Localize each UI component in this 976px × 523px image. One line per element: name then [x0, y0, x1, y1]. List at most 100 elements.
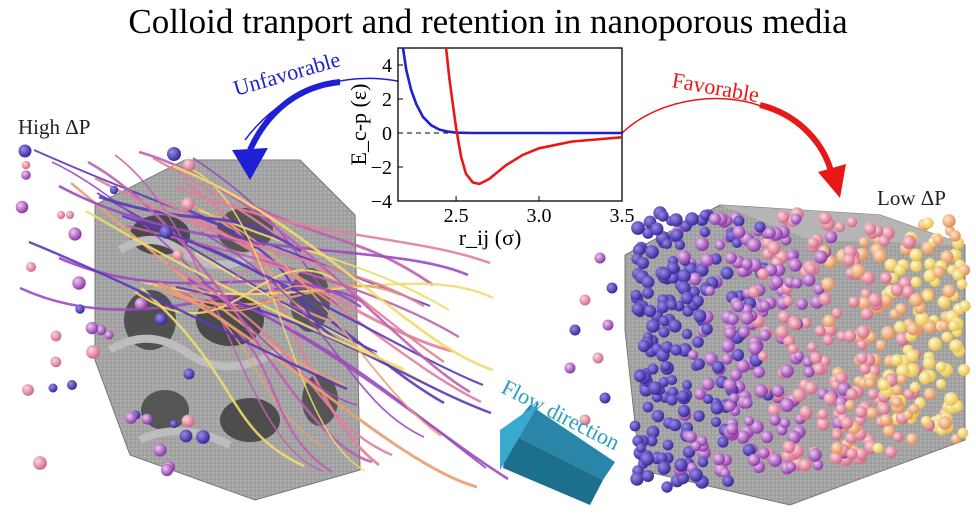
trajectory-line [187, 208, 350, 349]
chart-ticks: 2.5 3.0 3.5 4 2 0 −2 −4 [371, 55, 635, 227]
figure-title: Colloid tranport and retention in nanopo… [128, 2, 848, 41]
colloid-sphere [824, 230, 838, 244]
colloid-sphere [856, 325, 870, 339]
colloid-sphere [56, 210, 66, 220]
colloid-sphere [792, 388, 806, 402]
colloid-sphere [818, 292, 832, 306]
colloid-sphere [782, 440, 796, 454]
trajectory-line [98, 195, 302, 253]
colloid-sphere [630, 289, 642, 301]
colloid-sphere [807, 342, 817, 352]
colloid-sphere [796, 298, 808, 310]
colloid-sphere [727, 313, 739, 325]
colloid-sphere [729, 393, 739, 403]
colloid-sphere [681, 328, 693, 340]
colloid-sphere [754, 384, 768, 398]
colloid-sphere [606, 282, 618, 294]
colloid-sphere [65, 210, 75, 220]
colloid-sphere [26, 262, 36, 272]
trajectory-line [87, 160, 373, 464]
colloid-sphere [633, 369, 647, 383]
trajectory-line [58, 184, 469, 277]
colloid-sphere [941, 331, 953, 343]
colloid-sphere [915, 312, 929, 326]
colloid-sphere [895, 303, 907, 315]
colloid-sphere [759, 300, 771, 312]
colloid-sphere [701, 323, 713, 335]
colloid-sphere [922, 356, 936, 370]
colloid-sphere [636, 256, 650, 270]
colloid-sphere [693, 309, 707, 323]
colloid-sphere [768, 453, 782, 467]
colloid-sphere [690, 440, 702, 452]
colloid-sphere [744, 416, 754, 426]
colloid-sphere [154, 312, 168, 326]
colloid-sphere [880, 272, 892, 284]
favorable-arrow [619, 97, 846, 198]
colloid-sphere [840, 416, 854, 430]
colloid-sphere [592, 352, 604, 364]
colloid-sphere [814, 250, 828, 264]
chart-plot-area [397, 47, 623, 202]
colloid-sphere [731, 348, 745, 362]
left-porous-block [94, 159, 361, 501]
colloid-sphere [758, 351, 768, 361]
colloid-sphere [776, 210, 790, 224]
colloid-sphere [877, 402, 891, 416]
colloid-sphere [72, 276, 86, 290]
colloid-sphere [881, 326, 895, 340]
colloid-sphere [788, 258, 802, 272]
colloid-sphere [896, 373, 908, 385]
colloid-sphere [677, 390, 689, 402]
colloid-sphere [890, 283, 904, 297]
colloid-sphere [18, 144, 32, 158]
colloid-sphere [15, 200, 29, 214]
colloid-sphere [21, 160, 31, 170]
colloid-sphere [906, 433, 918, 445]
colloid-sphere [693, 358, 705, 370]
colloid-sphere [829, 451, 843, 465]
colloid-sphere [823, 392, 837, 406]
colloid-sphere [790, 213, 802, 225]
colloid-sphere [831, 442, 843, 454]
chart-x-tick-label: 2.5 [444, 205, 469, 227]
colloid-sphere [857, 340, 867, 350]
colloid-sphere [938, 320, 950, 332]
colloid-sphere [812, 362, 826, 376]
colloid-sphere [594, 252, 606, 264]
colloid-sphere [692, 336, 704, 348]
chart-x-tick-label: 3.5 [610, 205, 635, 227]
trajectory-line [121, 214, 484, 387]
colloid-sphere [694, 388, 706, 400]
colloid-sphere [68, 227, 82, 241]
colloid-sphere [935, 378, 947, 390]
colloid-sphere [858, 236, 870, 248]
colloid-sphere [647, 363, 659, 375]
low-pressure-label: Low ΔP [877, 186, 946, 210]
chart-y-tick-label: −4 [371, 191, 392, 213]
colloid-sphere [712, 452, 726, 466]
colloid-sphere [740, 311, 754, 325]
colloid-sphere [95, 324, 107, 336]
colloid-sphere [861, 271, 875, 285]
colloid-sphere [159, 225, 173, 239]
colloid-sphere [800, 317, 812, 329]
colloid-sphere [637, 339, 651, 353]
colloid-sphere [816, 417, 830, 431]
colloid-sphere [629, 420, 641, 432]
colloid-sphere [942, 214, 956, 228]
colloid-sphere [722, 475, 734, 487]
colloid-sphere [736, 430, 750, 444]
colloid-sphere [770, 275, 784, 289]
chart-series-line-2 [444, 48, 622, 186]
colloid-sphere [906, 322, 920, 336]
colloid-sphere [843, 254, 855, 266]
colloid-sphere [750, 420, 764, 434]
colloid-sphere [894, 321, 906, 333]
colloid-sphere [909, 293, 923, 307]
colloid-sphere [695, 263, 709, 277]
colloid-sphere [668, 418, 682, 432]
colloid-sphere [682, 380, 692, 390]
colloid-sphere [875, 339, 887, 351]
